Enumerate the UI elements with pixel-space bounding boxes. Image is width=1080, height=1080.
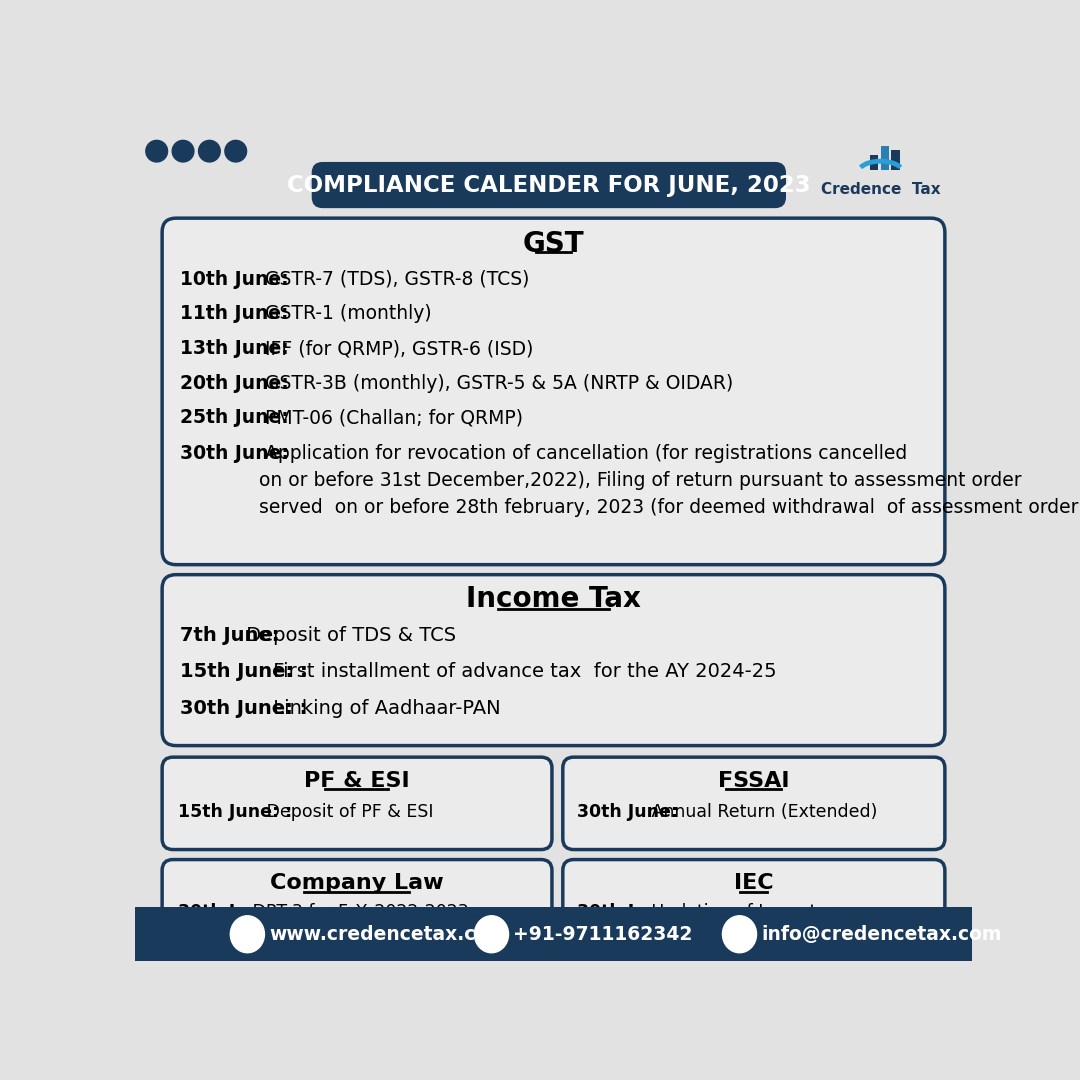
Text: GSTR-3B (monthly), GSTR-5 & 5A (NRTP & OIDAR): GSTR-3B (monthly), GSTR-5 & 5A (NRTP & O… — [259, 374, 733, 393]
Text: Income Tax: Income Tax — [467, 585, 640, 613]
FancyBboxPatch shape — [162, 757, 552, 850]
Text: DPT-3 for F. Y. 2022-2023: DPT-3 for F. Y. 2022-2023 — [247, 904, 469, 921]
Text: Application for revocation of cancellation (for registrations cancelled
on or be: Application for revocation of cancellati… — [259, 444, 1080, 517]
Text: Annual Return (Extended): Annual Return (Extended) — [647, 804, 878, 822]
Text: GST: GST — [523, 230, 584, 257]
Text: 15th June: :: 15th June: : — [180, 662, 308, 681]
Bar — [869, 156, 878, 171]
Bar — [880, 146, 889, 171]
Text: 25th June:: 25th June: — [180, 408, 288, 428]
Text: 30th June:: 30th June: — [577, 904, 678, 921]
Text: 10th June:: 10th June: — [180, 270, 288, 288]
Text: 30th June: :: 30th June: : — [180, 699, 308, 717]
Text: Deposit of TDS & TCS: Deposit of TDS & TCS — [241, 626, 457, 645]
FancyBboxPatch shape — [312, 162, 786, 208]
Text: info@credencetax.com: info@credencetax.com — [761, 924, 1001, 944]
Text: +91-9711162342: +91-9711162342 — [513, 924, 692, 944]
Bar — [891, 150, 900, 171]
Circle shape — [225, 140, 246, 162]
Text: 7th June:: 7th June: — [180, 626, 280, 645]
FancyBboxPatch shape — [162, 218, 945, 565]
FancyBboxPatch shape — [162, 860, 552, 958]
Text: FSSAI: FSSAI — [718, 771, 789, 791]
Text: 30th June:: 30th June: — [577, 804, 678, 822]
Text: 13th June:: 13th June: — [180, 339, 288, 359]
Text: 20th June:: 20th June: — [180, 374, 288, 393]
Text: www.credencetax.com: www.credencetax.com — [269, 924, 508, 944]
Text: IEC: IEC — [733, 873, 773, 893]
Text: Updation of Importer
Exporter Code (Annual  updation): Updation of Importer Exporter Code (Annu… — [647, 904, 940, 947]
Text: GSTR-1 (monthly): GSTR-1 (monthly) — [259, 305, 432, 323]
Circle shape — [199, 140, 220, 162]
FancyBboxPatch shape — [563, 860, 945, 958]
Text: PF & ESI: PF & ESI — [303, 771, 409, 791]
Ellipse shape — [723, 916, 757, 953]
Text: PMT-06 (Challan; for QRMP): PMT-06 (Challan; for QRMP) — [259, 408, 523, 428]
Text: Linking of Aadhaar-PAN: Linking of Aadhaar-PAN — [267, 699, 500, 717]
FancyBboxPatch shape — [563, 757, 945, 850]
Text: First installment of advance tax  for the AY 2024-25: First installment of advance tax for the… — [267, 662, 777, 681]
Text: Company Law: Company Law — [270, 873, 444, 893]
Text: Credence  Tax: Credence Tax — [821, 183, 941, 198]
Text: Deposit of PF & ESI: Deposit of PF & ESI — [261, 804, 434, 822]
Text: 11th June:: 11th June: — [180, 305, 288, 323]
Text: 30th June:: 30th June: — [180, 444, 288, 462]
Text: IFF (for QRMP), GSTR-6 (ISD): IFF (for QRMP), GSTR-6 (ISD) — [259, 339, 534, 359]
FancyBboxPatch shape — [162, 575, 945, 745]
Ellipse shape — [230, 916, 265, 953]
Text: GSTR-7 (TDS), GSTR-8 (TCS): GSTR-7 (TDS), GSTR-8 (TCS) — [259, 270, 529, 288]
Text: 30th June:: 30th June: — [177, 904, 279, 921]
Circle shape — [172, 140, 194, 162]
Circle shape — [146, 140, 167, 162]
Ellipse shape — [474, 916, 509, 953]
Bar — [135, 907, 972, 961]
Text: COMPLIANCE CALENDER FOR JUNE, 2023: COMPLIANCE CALENDER FOR JUNE, 2023 — [287, 174, 811, 197]
Text: 15th June: :: 15th June: : — [177, 804, 292, 822]
